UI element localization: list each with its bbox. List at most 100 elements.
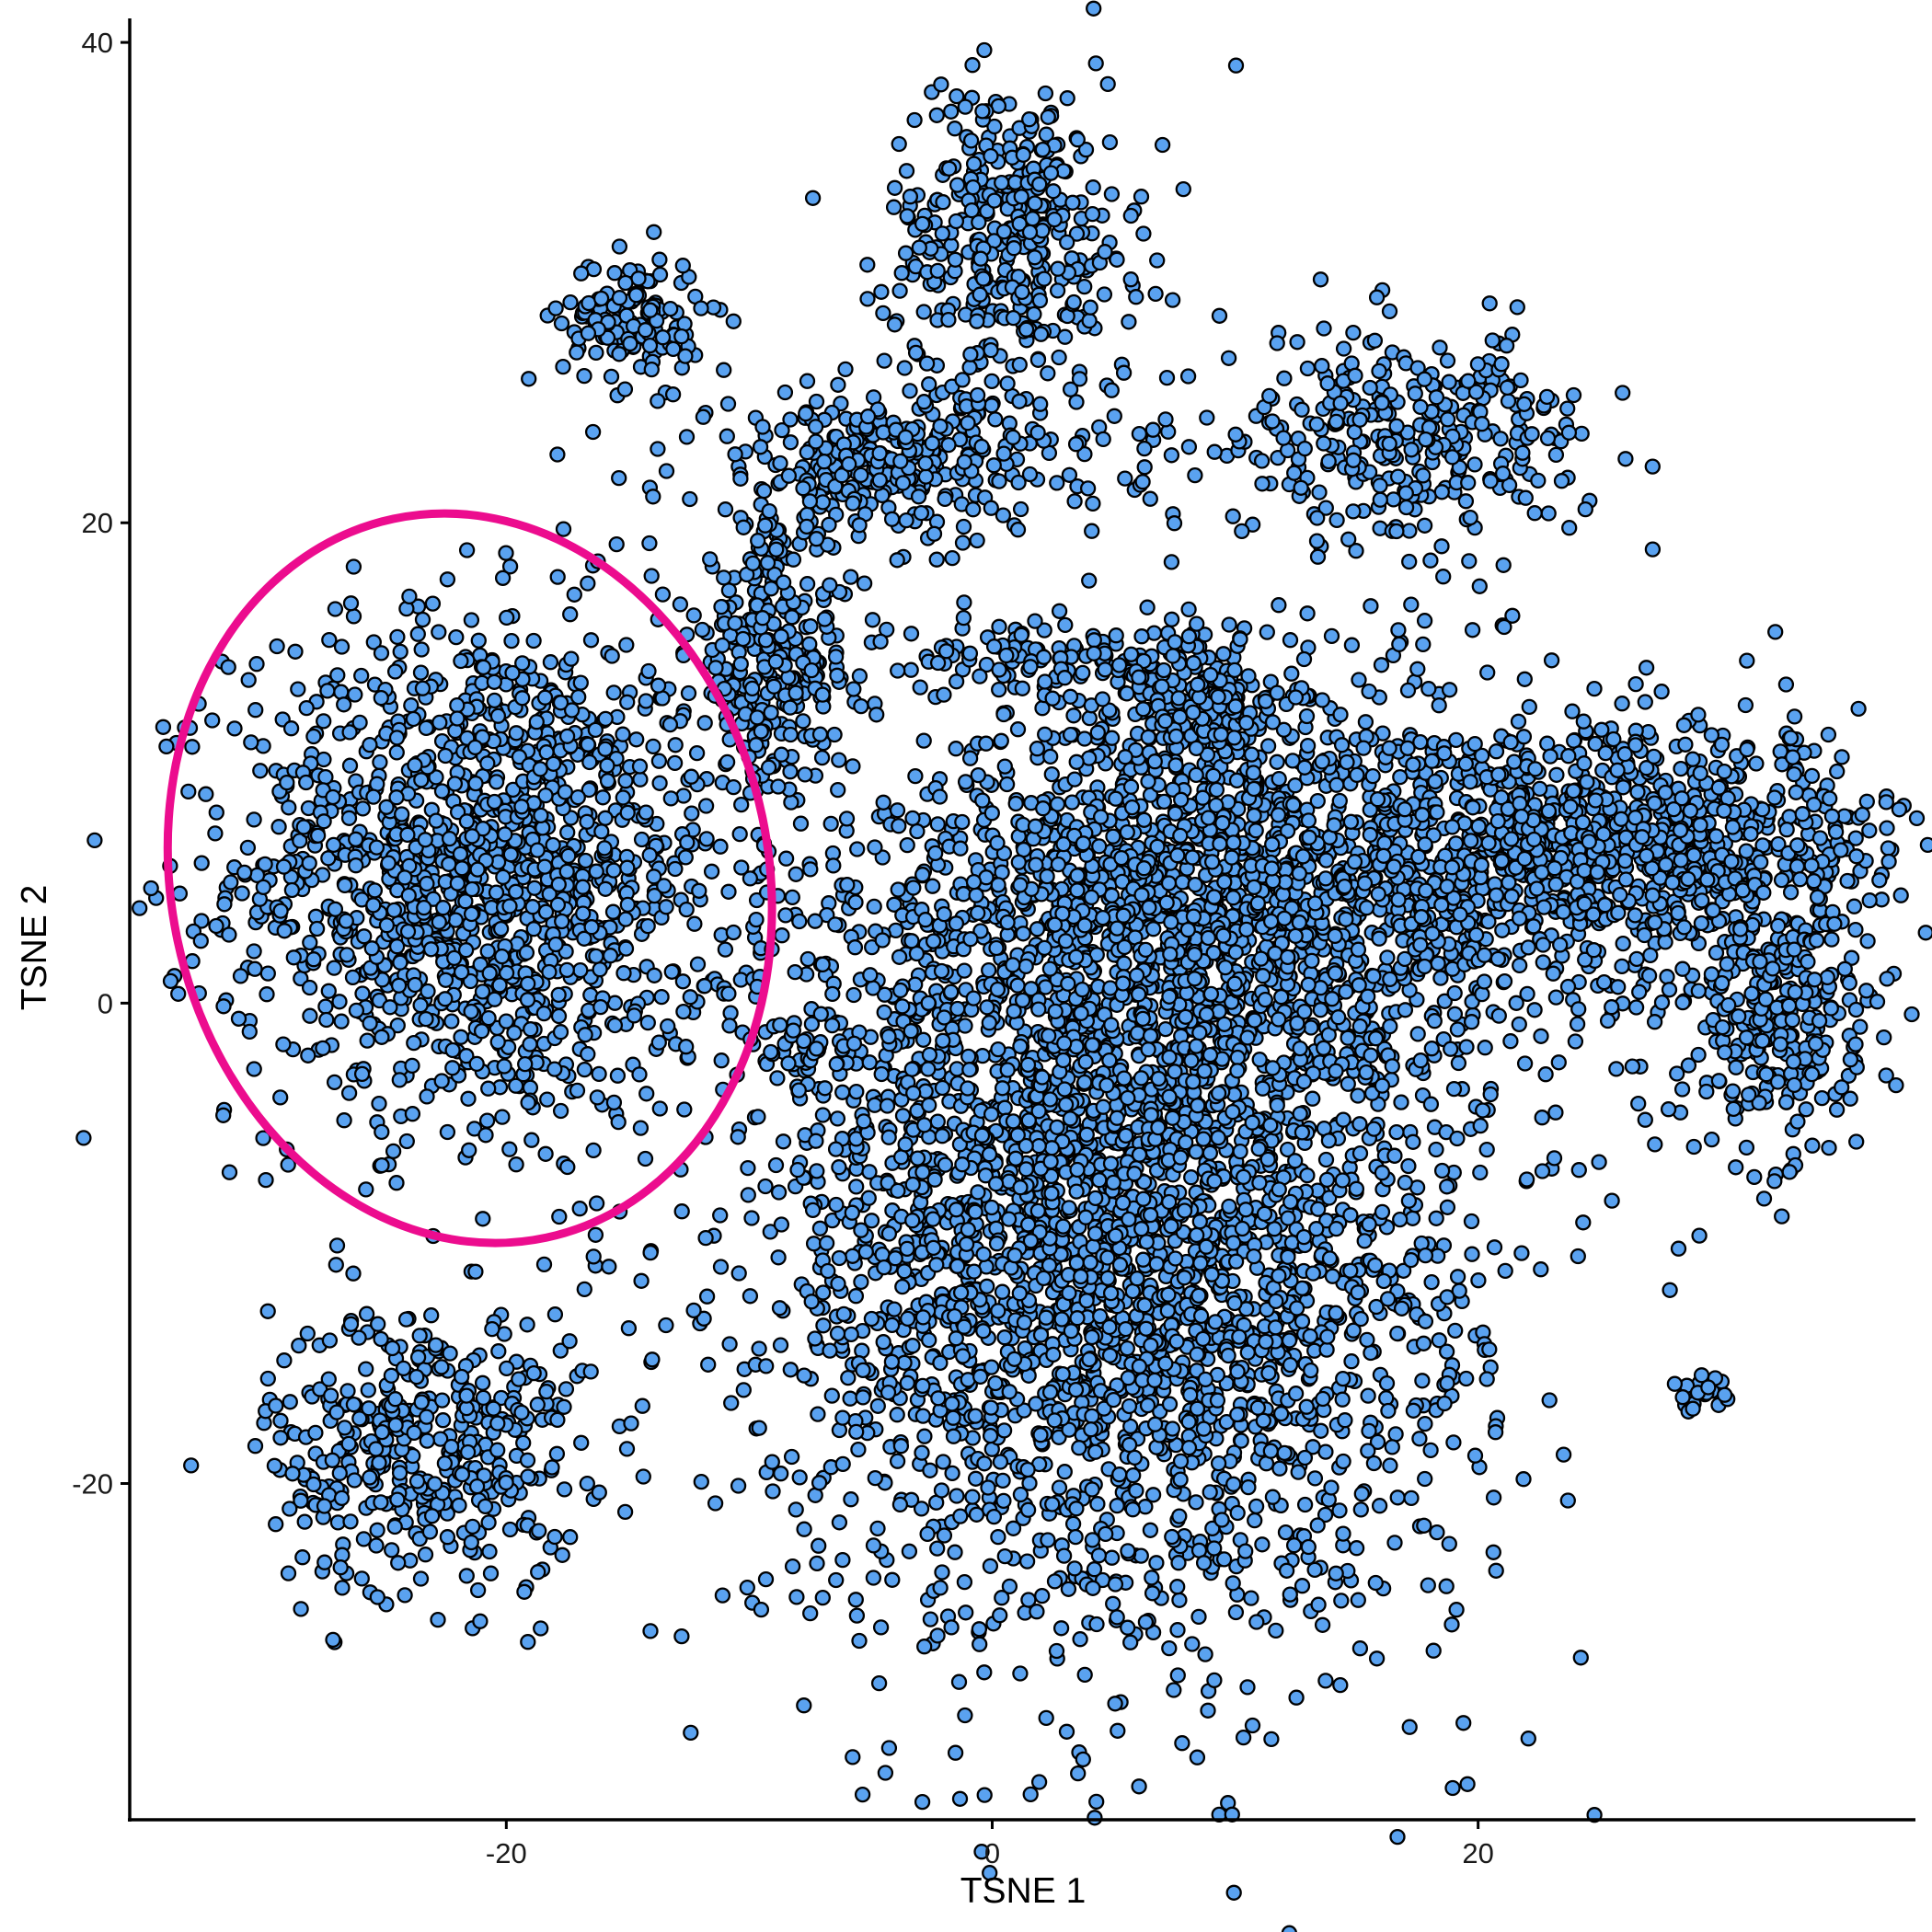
scatter-point xyxy=(520,1094,536,1111)
scatter-point xyxy=(1513,1245,1530,1261)
scatter-point xyxy=(1498,338,1515,354)
scatter-point xyxy=(518,944,535,961)
scatter-point xyxy=(215,998,232,1015)
scatter-point xyxy=(1110,1722,1126,1739)
scatter-point xyxy=(457,942,475,959)
scatter-point xyxy=(247,960,263,977)
scatter-point xyxy=(1171,1508,1188,1524)
scatter-point xyxy=(404,1057,420,1075)
scatter-point xyxy=(183,1457,200,1474)
scatter-point xyxy=(1647,1136,1663,1153)
scatter-point xyxy=(373,1494,389,1511)
scatter-point xyxy=(1227,57,1245,74)
scatter-point xyxy=(1076,1666,1093,1684)
scatter-point xyxy=(1272,1405,1290,1422)
scatter-point xyxy=(340,1085,358,1101)
scatter-point xyxy=(454,1368,470,1386)
scatter-point xyxy=(1200,1702,1216,1719)
scatter-point xyxy=(1117,470,1133,487)
scatter-point xyxy=(536,689,554,706)
scatter-point xyxy=(866,898,882,915)
scatter-point xyxy=(490,1343,507,1360)
scatter-point xyxy=(420,983,436,1000)
scatter-point xyxy=(831,752,847,768)
scatter-point xyxy=(1289,334,1305,351)
scatter-point xyxy=(877,1765,894,1781)
scatter-point xyxy=(696,715,713,731)
scatter-point xyxy=(875,305,891,322)
scatter-point xyxy=(246,943,262,960)
scatter-point xyxy=(814,686,831,703)
scatter-point xyxy=(1164,292,1181,308)
scatter-point xyxy=(558,961,575,979)
scatter-point xyxy=(486,793,503,811)
scatter-point xyxy=(969,532,985,549)
scatter-point xyxy=(651,1100,668,1117)
scatter-point xyxy=(478,1112,496,1129)
scatter-point xyxy=(795,713,811,730)
scatter-point xyxy=(755,482,773,500)
scatter-point xyxy=(342,595,360,612)
scatter-point xyxy=(733,796,750,813)
scatter-point xyxy=(808,531,825,547)
scatter-point xyxy=(587,1226,604,1243)
scatter-point xyxy=(479,755,496,772)
scatter-point xyxy=(436,1455,454,1472)
scatter-point xyxy=(279,774,295,791)
scatter-point xyxy=(563,650,580,667)
scatter-point xyxy=(660,1018,676,1035)
scatter-point xyxy=(378,917,396,934)
scatter-point xyxy=(362,1015,378,1031)
scatter-point xyxy=(562,293,579,311)
scatter-point xyxy=(344,969,362,986)
scatter-point xyxy=(615,726,631,742)
scatter-point xyxy=(944,549,960,567)
scatter-point xyxy=(497,826,513,843)
scatter-point xyxy=(356,928,373,945)
scatter-point xyxy=(785,551,802,568)
scatter-point xyxy=(732,470,749,487)
scatter-point xyxy=(351,714,368,731)
scatter-point xyxy=(542,654,559,671)
scatter-point xyxy=(579,1475,595,1492)
scatter-point xyxy=(528,714,545,730)
scatter-point xyxy=(422,941,440,958)
scatter-point xyxy=(752,439,769,455)
scatter-point xyxy=(850,1441,867,1458)
scatter-point xyxy=(475,1389,492,1407)
scatter-point xyxy=(688,744,706,762)
scatter-point xyxy=(1040,109,1056,125)
scatter-point xyxy=(318,1011,335,1029)
scatter-point xyxy=(1292,1105,1308,1122)
scatter-point xyxy=(918,355,936,372)
scatter-point xyxy=(282,720,300,737)
scatter-point xyxy=(536,858,553,875)
scatter-point xyxy=(371,1455,387,1471)
scatter-point xyxy=(408,1368,425,1386)
scatter-point xyxy=(1387,1426,1404,1443)
scatter-point xyxy=(1086,0,1102,17)
scatter-point xyxy=(883,511,901,527)
scatter-point xyxy=(559,824,576,841)
scatter-point xyxy=(454,860,470,877)
scatter-point xyxy=(719,396,737,412)
scatter-point xyxy=(1031,176,1048,192)
scatter-point xyxy=(1461,553,1478,569)
scatter-point xyxy=(1316,320,1332,337)
scatter-point xyxy=(326,960,342,976)
scatter-point xyxy=(702,551,719,568)
scatter-point xyxy=(798,405,814,422)
scatter-point xyxy=(965,178,982,196)
scatter-point xyxy=(537,1145,554,1162)
scatter-point xyxy=(1263,1731,1280,1748)
scatter-point xyxy=(331,994,348,1010)
scatter-point xyxy=(903,626,920,642)
scatter-point xyxy=(591,1065,607,1083)
scatter-point xyxy=(928,551,945,568)
scatter-point xyxy=(650,393,666,409)
scatter-point xyxy=(619,859,636,876)
scatter-point xyxy=(767,653,784,670)
scatter-point xyxy=(296,1513,313,1530)
scatter-point xyxy=(301,979,318,996)
scatter-point xyxy=(215,1107,232,1123)
